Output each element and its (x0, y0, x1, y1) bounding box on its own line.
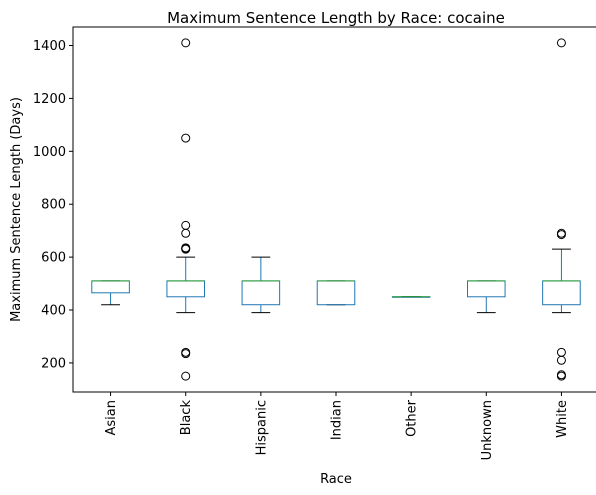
outlier-point (556, 38, 566, 48)
x-tick-label-asian: Asian (104, 400, 119, 435)
box-body (241, 280, 281, 306)
y-tick-label: 200 (41, 356, 66, 371)
outlier-point (556, 355, 566, 365)
box-unknown (467, 280, 506, 314)
plot-area (91, 38, 581, 381)
y-tick-label: 1000 (33, 145, 66, 160)
box-body (316, 280, 356, 306)
y-tick-label: 1200 (33, 92, 66, 107)
outlier-point (181, 133, 191, 143)
x-tick-label-other: Other (405, 399, 420, 437)
box-asian (91, 280, 130, 306)
x-tick-label-black: Black (179, 400, 194, 436)
box-white (542, 38, 581, 381)
box-indian (316, 280, 356, 306)
box-body (166, 280, 206, 298)
y-axis: 200 400 600 800 1000 1200 1400 (33, 39, 73, 371)
box-hispanic (241, 256, 281, 314)
plot-frame (72, 26, 596, 393)
y-tick-label: 600 (41, 251, 66, 266)
x-axis-title: Race (320, 472, 352, 487)
x-tick-label-indian: Indian (330, 400, 345, 440)
outlier-point (181, 228, 191, 238)
outlier-point (556, 228, 566, 238)
outlier-point (556, 347, 566, 357)
y-tick-label: 800 (41, 198, 66, 213)
box-body (91, 280, 130, 294)
outlier-point (181, 371, 191, 381)
x-tick-label-hispanic: Hispanic (254, 400, 269, 455)
outlier-point (181, 347, 191, 357)
outlier-point (181, 220, 191, 230)
x-tick-label-white: White (555, 400, 570, 438)
chart-title: Maximum Sentence Length by Race: cocaine (167, 9, 505, 27)
y-tick-label: 400 (41, 304, 66, 319)
x-axis: Asian Black Hispanic Indian Other Unknown Whit… (104, 392, 570, 460)
box-other (391, 296, 431, 298)
y-axis-title: Maximum Sentence Length (Days) (9, 97, 24, 322)
outlier-point (181, 243, 191, 253)
box-black (166, 38, 206, 381)
box-body (542, 280, 581, 306)
x-tick-label-unknown: Unknown (480, 400, 495, 460)
outlier-point (556, 370, 566, 380)
box-body (467, 280, 506, 298)
y-tick-label: 1400 (33, 39, 66, 54)
outlier-point (181, 38, 191, 48)
